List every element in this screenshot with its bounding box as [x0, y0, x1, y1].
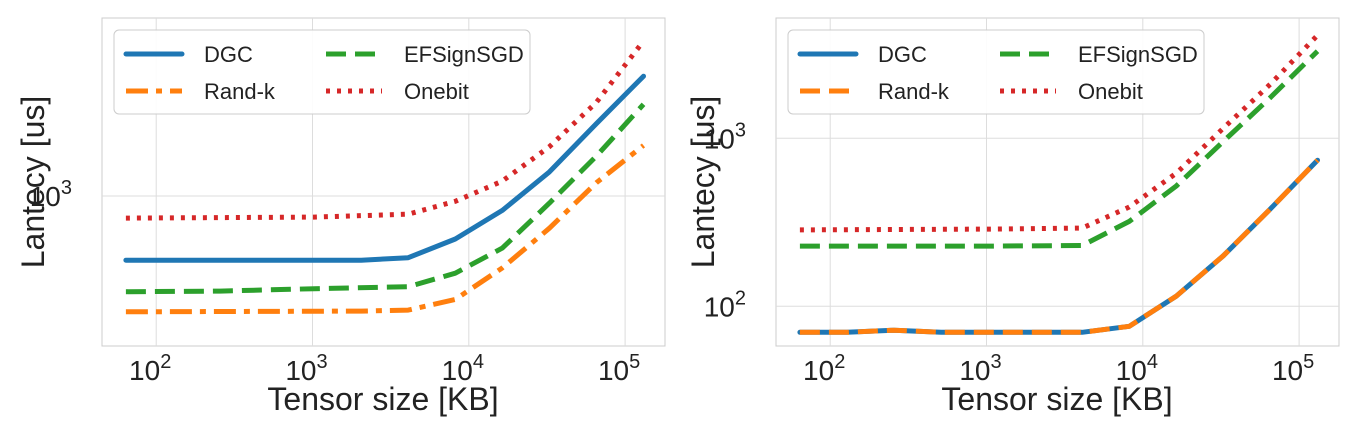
right-legend-box [787, 29, 1205, 115]
right-y-tick-label: 102 [704, 287, 746, 322]
left-x-tick-label: 105 [598, 351, 640, 386]
tick-exponent: 2 [160, 351, 171, 373]
tick-base: 10 [803, 355, 834, 386]
tick-base: 10 [1116, 355, 1147, 386]
tick-exponent: 5 [629, 351, 640, 373]
right-x-tick-label: 105 [1272, 351, 1314, 386]
left-series-rand-k-line [125, 143, 646, 315]
tick-exponent: 5 [1303, 351, 1314, 373]
tick-base: 10 [1272, 355, 1303, 386]
left-x-axis-label: Tensor size [KB] [267, 381, 498, 417]
right-legend: DGC Rand-k EFSignSGD Onebit [787, 29, 1205, 115]
left-series-dgc-line [123, 73, 646, 263]
left-legend: DGC Rand-k EFSignSGD Onebit [113, 29, 531, 115]
tick-exponent: 2 [735, 287, 746, 309]
tick-base: 10 [704, 291, 735, 322]
left-legend-label-onebit: Onebit [404, 79, 469, 104]
right-series [797, 33, 1320, 335]
left-legend-label-efsignsgd: EFSignSGD [404, 42, 524, 67]
tick-exponent: 4 [473, 351, 484, 373]
tick-exponent: 3 [735, 119, 746, 141]
tick-exponent: 3 [61, 177, 72, 199]
left-x-tick-label: 103 [285, 351, 327, 386]
tick-base: 10 [704, 123, 735, 154]
left-y-tick-label: 103 [30, 177, 72, 212]
right-legend-label-dgc: DGC [878, 42, 927, 67]
left-legend-box [113, 29, 531, 115]
tick-base: 10 [30, 181, 61, 212]
right-series-efsignsgd-line [799, 49, 1320, 249]
tick-exponent: 4 [1147, 351, 1158, 373]
right-x-tick-label: 103 [959, 351, 1001, 386]
right-legend-label-onebit: Onebit [1078, 79, 1143, 104]
left-legend-label-dgc: DGC [204, 42, 253, 67]
tick-base: 10 [598, 355, 629, 386]
right-legend-label-efsignsgd: EFSignSGD [1078, 42, 1198, 67]
tick-base: 10 [442, 355, 473, 386]
right-y-axis-label: Lantecy [us] [685, 96, 721, 269]
right-series-dgc-line [797, 157, 1320, 335]
left-legend-label-rand-k: Rand-k [204, 79, 276, 104]
tick-base: 10 [129, 355, 160, 386]
left-y-axis-label: Lantecy [us] [15, 96, 51, 269]
left-x-tick-label: 102 [129, 351, 171, 386]
left-series [123, 39, 646, 315]
right-y-tick-label: 103 [704, 119, 746, 154]
tick-base: 10 [285, 355, 316, 386]
tick-base: 10 [959, 355, 990, 386]
tick-exponent: 2 [834, 351, 845, 373]
tick-exponent: 3 [991, 351, 1002, 373]
left-x-tick-label: 104 [442, 351, 484, 386]
right-x-tick-label: 102 [803, 351, 845, 386]
right-x-tick-label: 104 [1116, 351, 1158, 386]
tick-exponent: 3 [317, 351, 328, 373]
right-legend-label-rand-k: Rand-k [878, 79, 950, 104]
right-x-axis-label: Tensor size [KB] [941, 381, 1172, 417]
left-series-efsignsgd-line [125, 102, 646, 295]
